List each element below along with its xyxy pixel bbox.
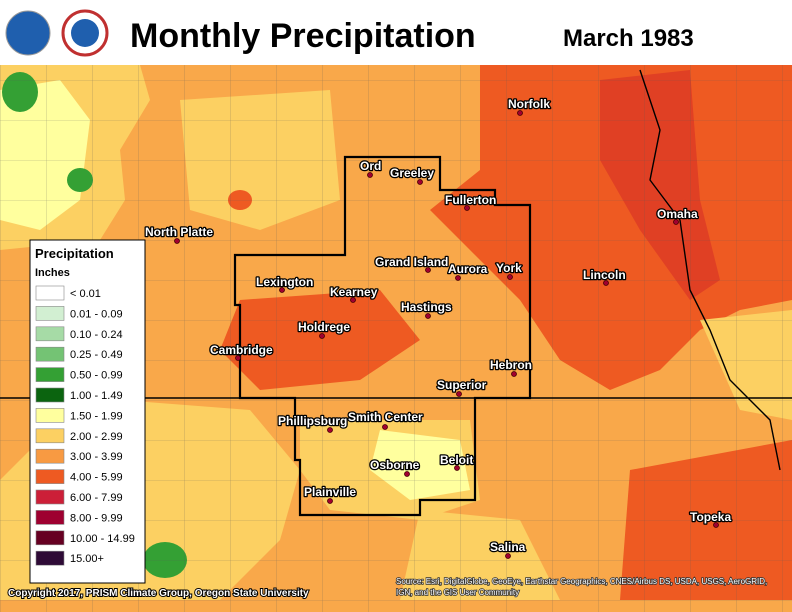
state-line: [639, 69, 781, 471]
noaa-logo: [5, 10, 51, 56]
legend-label: 8.00 - 9.99: [70, 512, 123, 524]
legend-swatch: [35, 530, 65, 546]
legend-label: 6.00 - 7.99: [70, 492, 123, 504]
legend-label: 1.50 - 1.99: [70, 410, 123, 422]
title: Monthly Precipitation: [130, 17, 476, 55]
legend-units: Inches: [35, 267, 70, 279]
legend-swatch: [35, 306, 65, 321]
city-dot: [350, 297, 356, 303]
city-label: Aurora: [448, 262, 488, 276]
city-dot: [713, 522, 719, 528]
cities: North Platte Ord Greeley Fullerton Norfolk Om…: [144, 96, 733, 559]
legend-swatch: [35, 285, 65, 301]
legend-swatch: [35, 346, 65, 362]
city-dot: [174, 238, 180, 244]
city-dot: [417, 179, 423, 185]
city-label: Omaha: [657, 207, 698, 221]
legend-label: < 0.01: [70, 288, 101, 300]
city-dot: [367, 172, 373, 178]
legend-label: 4.00 - 5.99: [70, 472, 123, 484]
city-dot: [464, 205, 470, 211]
legend-swatch: [35, 387, 65, 403]
legend-swatch: [35, 367, 65, 382]
legend-label: 10.00 - 14.99: [70, 533, 135, 545]
city-dot: [425, 313, 431, 319]
logos: [5, 9, 109, 57]
legend-label: 2.00 - 2.99: [70, 431, 123, 443]
city-label: Grand Island: [375, 255, 448, 269]
city-dot: [327, 498, 333, 504]
city-dot: [319, 333, 325, 339]
city-dot: [404, 471, 410, 477]
legend-label: 0.01 - 0.09: [70, 308, 123, 320]
city-dot: [382, 424, 388, 430]
city-label: Topeka: [690, 510, 731, 524]
city-label: Superior: [437, 378, 487, 392]
legend-label: 3.00 - 3.99: [70, 451, 123, 463]
legend-swatch: [35, 469, 65, 484]
source-line: IGN, and the GIS User Community: [396, 588, 519, 597]
copyright: Copyright 2017, PRISM Climate Group, Ore…: [8, 588, 309, 599]
city-label: Cambridge: [210, 343, 273, 357]
city-dot: [517, 110, 523, 116]
city-label: Salina: [490, 540, 526, 554]
legend-swatch: [35, 448, 65, 464]
legend-swatch: [35, 489, 65, 505]
city-dot: [425, 267, 431, 273]
city-dot: [603, 280, 609, 286]
legend-label: 15.00+: [70, 553, 104, 565]
city-dot: [455, 275, 461, 281]
legend-swatch: [35, 550, 65, 566]
city-label: Kearney: [330, 285, 378, 299]
city-label: North Platte: [145, 225, 213, 239]
legend-label: 1.00 - 1.49: [70, 390, 123, 402]
city-label: Plainville: [304, 485, 356, 499]
city-dot: [456, 391, 462, 397]
city-label: Osborne: [370, 458, 420, 472]
legend-label: 0.50 - 0.99: [70, 370, 123, 382]
city-label: Lexington: [256, 275, 313, 289]
city-label: Smith Center: [348, 410, 423, 424]
legend-label: 0.25 - 0.49: [70, 349, 123, 361]
city-label: Fullerton: [445, 193, 496, 207]
city-label: Hebron: [490, 358, 532, 372]
city-dot: [279, 287, 285, 293]
city-label: Beloit: [440, 453, 473, 467]
city-dot: [505, 553, 511, 559]
city-label: York: [496, 261, 522, 275]
city-label: Hastings: [401, 300, 452, 314]
legend-swatch: [35, 326, 65, 342]
city-label: Holdrege: [298, 320, 350, 334]
source-line: Source: Esri, DigitalGlobe, GeoEye, Eart…: [396, 577, 767, 586]
city-dot: [673, 219, 679, 225]
legend-swatch: [35, 428, 65, 444]
period: March 1983: [563, 25, 694, 52]
city-label: Lincoln: [583, 268, 626, 282]
cwa-boundary: [233, 155, 532, 517]
city-dot: [454, 465, 460, 471]
city-dot: [327, 427, 333, 433]
city-label: Phillipsburg: [278, 414, 347, 428]
city-label: Greeley: [390, 166, 434, 180]
legend-swatch: [35, 408, 65, 423]
legend-label: 0.10 - 0.24: [70, 329, 123, 341]
city-dot: [235, 355, 241, 361]
city-label: Norfolk: [508, 97, 550, 111]
legend-swatch: [35, 510, 65, 525]
nws-logo-inner: [71, 19, 99, 47]
city-dot: [507, 274, 513, 280]
legend-title: Precipitation: [35, 246, 114, 261]
city-label: Ord: [360, 159, 381, 173]
legend: Precipitation Inches < 0.01 0.01 - 0.09 0.…: [29, 239, 146, 584]
city-dot: [511, 371, 517, 377]
